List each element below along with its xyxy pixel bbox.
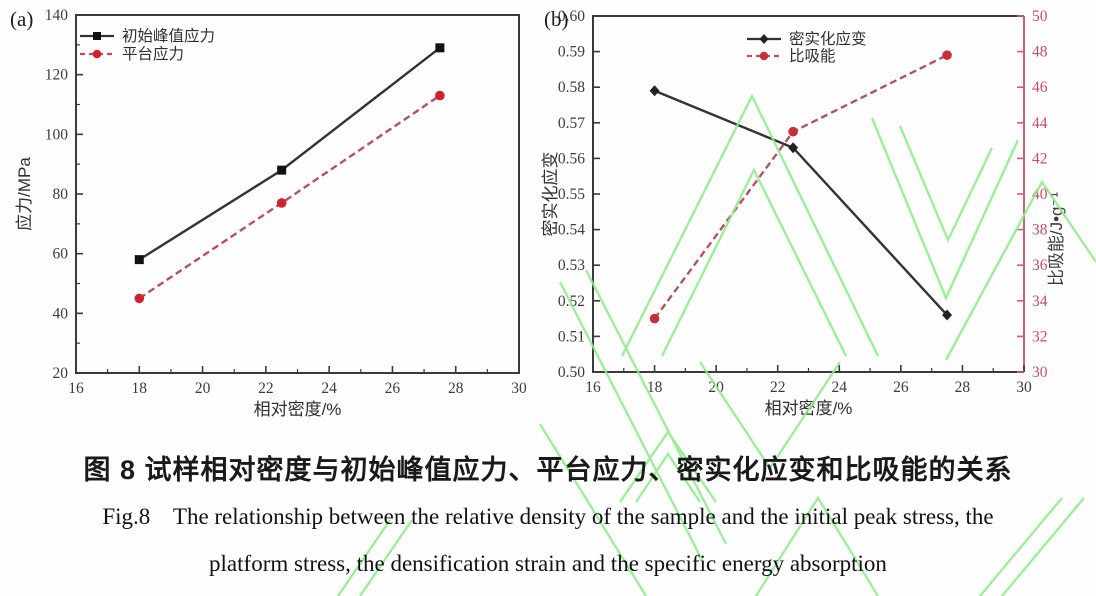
series-primary <box>649 85 953 321</box>
marker-circle <box>92 49 102 59</box>
y-right-tick-label: 46 <box>1032 79 1048 96</box>
x-tick-label: 20 <box>195 380 211 397</box>
x-tick-label: 28 <box>448 380 464 397</box>
x-tick-label: 30 <box>1016 379 1032 396</box>
marker-square <box>277 165 287 175</box>
series-secondary <box>649 50 952 324</box>
x-tick-label: 20 <box>708 379 724 396</box>
y-tick-label: 0.55 <box>558 186 585 203</box>
marker-circle <box>276 198 287 208</box>
y-tick-label: 0.54 <box>558 222 585 239</box>
x-tick-label: 16 <box>68 380 84 397</box>
marker-diamond <box>759 34 769 44</box>
x-tick-label: 22 <box>770 379 786 396</box>
legend-label: 平台应力 <box>122 44 184 63</box>
caption-chinese: 图 8 试样相对密度与初始峰值应力、平台应力、密实化应变和比吸能的关系 <box>83 455 1013 485</box>
marker-circle <box>134 293 145 304</box>
y-tick-label: 0.52 <box>558 293 585 310</box>
y-tick-label: 0.51 <box>558 328 585 345</box>
plot-frame <box>75 14 520 374</box>
y-right-tick-label: 30 <box>1032 364 1048 381</box>
panel-label: (b) <box>544 7 569 31</box>
y-tick-label: 20 <box>53 365 69 382</box>
x-axis-label: 相对密度/% <box>254 400 342 419</box>
legend-label: 初始峰值应力 <box>122 26 215 45</box>
x-tick-label: 30 <box>511 380 527 397</box>
chart-b-canvas: 16 18 20 22 24 26 28 30相对密度/%0.500.510.520.530.… <box>541 7 1066 418</box>
caption-english-line1: Fig.8 The relationship between the relat… <box>102 504 994 529</box>
marker-square <box>435 43 445 53</box>
y-axis-left-label: 密实化应变 <box>541 152 560 237</box>
y-right-tick-label: 50 <box>1032 8 1048 25</box>
y-tick-label: 40 <box>53 305 69 322</box>
marker-circle <box>435 90 445 101</box>
x-tick-label: 26 <box>893 379 909 396</box>
y-tick-label: 0.59 <box>558 44 585 61</box>
y-right-tick-label: 42 <box>1032 150 1048 167</box>
caption-english-line2: platform stress, the densification strai… <box>209 551 887 576</box>
y-right-tick-label: 40 <box>1032 186 1048 203</box>
y-tick-label: 0.58 <box>558 79 585 96</box>
chart-a-canvas: 16 18 20 22 24 26 28 30 相对密度/% 20 40 60 80 100 120 140 应… <box>10 7 527 419</box>
y-tick-label: 0.53 <box>558 257 585 274</box>
x-tick-label: 16 <box>585 379 601 396</box>
chart-a: 16 18 20 22 24 26 28 30 相对密度/% 20 40 60 80 100 120 140 应… <box>0 0 540 432</box>
y-tick-label: 140 <box>45 7 69 24</box>
y-right-tick-label: 38 <box>1032 222 1048 239</box>
y-right-tick-label: 48 <box>1032 44 1048 61</box>
x-tick-label: 24 <box>832 379 848 396</box>
legend-label: 密实化应变 <box>789 29 867 48</box>
y-axis-right-label: 比吸能/J•g⁻¹ <box>1047 192 1066 287</box>
x-tick-label: 26 <box>385 380 401 397</box>
x-axis: 16 18 20 22 24 26 28 30 相对密度/% <box>68 366 527 419</box>
marker-square <box>134 255 144 265</box>
y-tick-label: 0.60 <box>558 8 585 25</box>
marker-square <box>93 32 101 40</box>
y-tick-label: 0.56 <box>558 150 585 167</box>
panel-label: (a) <box>10 7 33 31</box>
series-primary <box>134 43 445 265</box>
marker-circle <box>788 126 798 137</box>
y-tick-label: 0.50 <box>558 364 585 381</box>
marker-diamond <box>649 85 660 97</box>
x-tick-label: 24 <box>321 380 337 397</box>
x-tick-label: 18 <box>132 380 148 397</box>
y-axis-left: 20 40 60 80 100 120 140 应力/MPa <box>15 7 83 382</box>
y-tick-label: 0.57 <box>558 115 585 132</box>
y-tick-label: 80 <box>53 186 69 203</box>
y-right-tick-label: 32 <box>1032 328 1048 345</box>
legend-label: 比吸能 <box>789 47 836 65</box>
series-secondary <box>134 90 445 304</box>
x-tick-label: 18 <box>647 379 663 396</box>
y-tick-label: 100 <box>45 126 69 143</box>
x-tick-label: 22 <box>258 380 274 397</box>
y-tick-label: 60 <box>53 246 69 263</box>
marker-circle <box>759 51 769 61</box>
y-right-tick-label: 36 <box>1032 257 1048 274</box>
y-right-tick-label: 44 <box>1032 115 1048 132</box>
y-axis-left-label: 应力/MPa <box>15 157 34 231</box>
marker-circle <box>649 313 660 324</box>
x-axis-label: 相对密度/% <box>765 399 853 418</box>
y-axis-left: 0.50 0.51 0.52 0.53 0.54 0.55 0.56 0.57 0.58 0.59… <box>541 8 600 381</box>
marker-circle <box>942 50 952 60</box>
chart-b: 16 18 20 22 24 26 28 30 相对密度/% 0.50 0.51 0.52 0.53 0.… <box>540 0 1096 432</box>
x-tick-label: 28 <box>955 379 971 396</box>
y-tick-label: 120 <box>45 67 69 84</box>
y-right-tick-label: 34 <box>1032 293 1048 310</box>
